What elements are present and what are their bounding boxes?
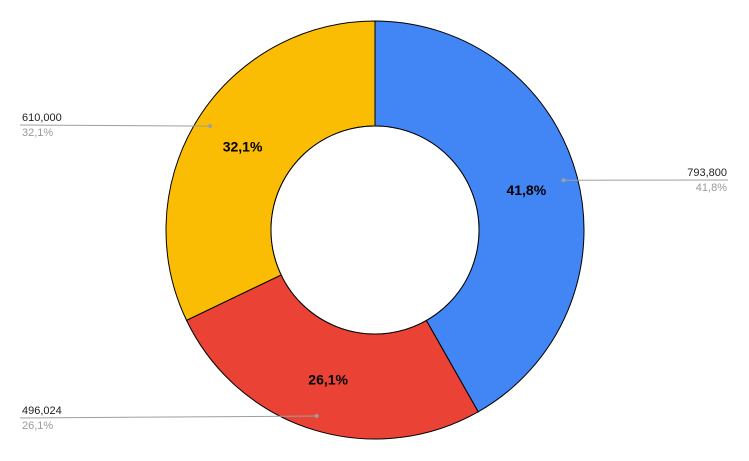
external-percent-label-1: 26,1% [22,420,53,432]
external-value-label-0: 793,800 [687,167,727,179]
leader-line-2 [19,124,211,127]
external-percent-label-2: 32,1% [22,127,53,139]
external-value-label-1: 496,024 [22,405,62,417]
leader-line-1 [19,415,317,419]
donut-hole [270,125,480,335]
slice-percent-label-1: 26,1% [308,371,348,387]
external-value-label-2: 610,000 [22,112,62,124]
slice-percent-label-0: 41,8% [506,182,546,198]
slice-percent-label-2: 32,1% [223,139,263,155]
external-percent-label-0: 41,8% [696,182,727,194]
